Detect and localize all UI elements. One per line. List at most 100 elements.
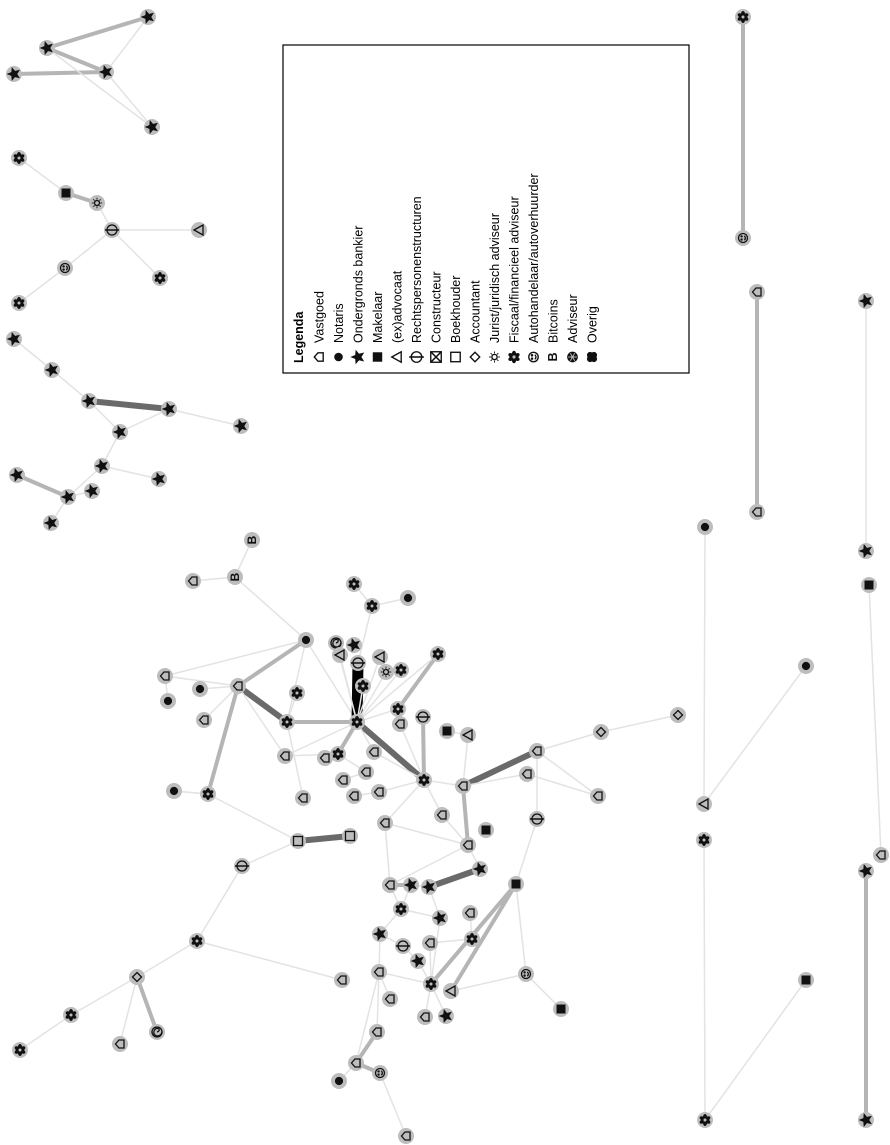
svg-text:B: B [228, 572, 242, 581]
node-star [410, 953, 426, 969]
node-house [348, 1055, 364, 1071]
edge [235, 683, 290, 725]
dot-icon [334, 352, 343, 362]
square-icon [372, 352, 383, 362]
legend-item: Accountant [469, 280, 483, 363]
node-star [858, 543, 874, 559]
node-square [861, 577, 877, 593]
node-flower [390, 701, 406, 717]
node-flower [735, 9, 751, 25]
node-square [58, 185, 74, 201]
node-house [749, 504, 765, 520]
node-flower [393, 901, 409, 917]
edge [51, 369, 90, 402]
legend: Legenda Vastgoed Notaris Ondergronds banki… [282, 44, 690, 374]
node-house [529, 743, 545, 759]
edge [461, 784, 470, 847]
node-star [9, 467, 25, 483]
node-star [144, 119, 160, 135]
star-icon [350, 349, 365, 365]
node-house [230, 678, 246, 694]
node-house [112, 1036, 128, 1052]
edge [704, 979, 807, 1121]
legend-item-label: Jurist/juridisch adviseur [488, 213, 502, 343]
edge [536, 750, 599, 797]
edge [284, 721, 358, 757]
edge [703, 526, 706, 805]
edge [45, 46, 108, 74]
node-star [858, 293, 874, 309]
node-flower [11, 295, 27, 311]
node-house [417, 1009, 433, 1025]
edge [426, 866, 483, 890]
edge [384, 822, 469, 846]
edge [164, 675, 239, 687]
legend-item: Ondergronds bankier [350, 226, 366, 365]
clover-icon [586, 351, 598, 363]
legend-item-label: Bitcoins [547, 299, 561, 343]
node-star [60, 489, 76, 505]
node-star [84, 483, 100, 499]
node-triangle [372, 649, 388, 665]
node-triangle [443, 983, 459, 999]
edge [526, 773, 599, 797]
node-triangle [460, 727, 476, 743]
legend-item: Jurist/juridisch adviseur [488, 213, 502, 363]
legend-item-label: Adviseur [566, 294, 580, 343]
node-house [519, 766, 535, 782]
node-house [366, 744, 382, 760]
node-sun [378, 664, 394, 680]
node-circlecross [529, 811, 545, 827]
node-dot [798, 658, 814, 674]
node-diamond [129, 969, 145, 985]
smiley-icon [528, 351, 539, 363]
node-star [81, 393, 97, 409]
node-triangle [191, 222, 207, 238]
node-star [403, 877, 419, 893]
edge [236, 638, 308, 688]
legend-item-label: Notaris [332, 303, 346, 343]
edge [136, 940, 198, 978]
node-opensquare [342, 828, 358, 844]
node-star [438, 1008, 454, 1024]
edge [600, 714, 679, 733]
node-house [358, 764, 374, 780]
node-flower [289, 685, 305, 701]
edge [378, 971, 432, 985]
edge [286, 721, 304, 799]
node-house [873, 847, 889, 863]
node-square [553, 1001, 569, 1017]
svg-text:B: B [546, 352, 560, 361]
legend-item-label: Rechtspersonenstructuren [410, 196, 424, 343]
node-flower [464, 931, 480, 947]
node-star [161, 401, 177, 417]
node-circlecross [415, 709, 431, 725]
legend-item: Adviseur [566, 294, 580, 363]
edge [356, 671, 387, 723]
edge [196, 865, 243, 942]
legend-item: Fiscaal/financieel adviseur [508, 196, 522, 364]
legend-item: Constructeur [430, 271, 444, 363]
node-triangle [332, 647, 348, 663]
diamond-icon [469, 351, 481, 363]
edge [351, 657, 364, 728]
node-flower [355, 678, 371, 694]
edge [64, 229, 113, 269]
circle-cross-icon [409, 351, 424, 363]
open-square-icon [450, 351, 461, 363]
edge [119, 976, 138, 1045]
edge [376, 971, 380, 1033]
node-star [98, 64, 114, 80]
cog-icon [567, 351, 578, 363]
node-house [422, 935, 438, 951]
edge [18, 157, 67, 194]
node-flower [189, 933, 205, 949]
svg-text:B: B [245, 535, 259, 544]
node-sun [89, 195, 105, 211]
node-smiley [372, 1065, 388, 1081]
node-circlecross [350, 655, 366, 671]
letter-b-icon: B [546, 352, 560, 361]
legend-item: (ex)advocaat [390, 270, 405, 364]
legend-item-label: Constructeur [430, 271, 444, 343]
edge [354, 719, 427, 783]
